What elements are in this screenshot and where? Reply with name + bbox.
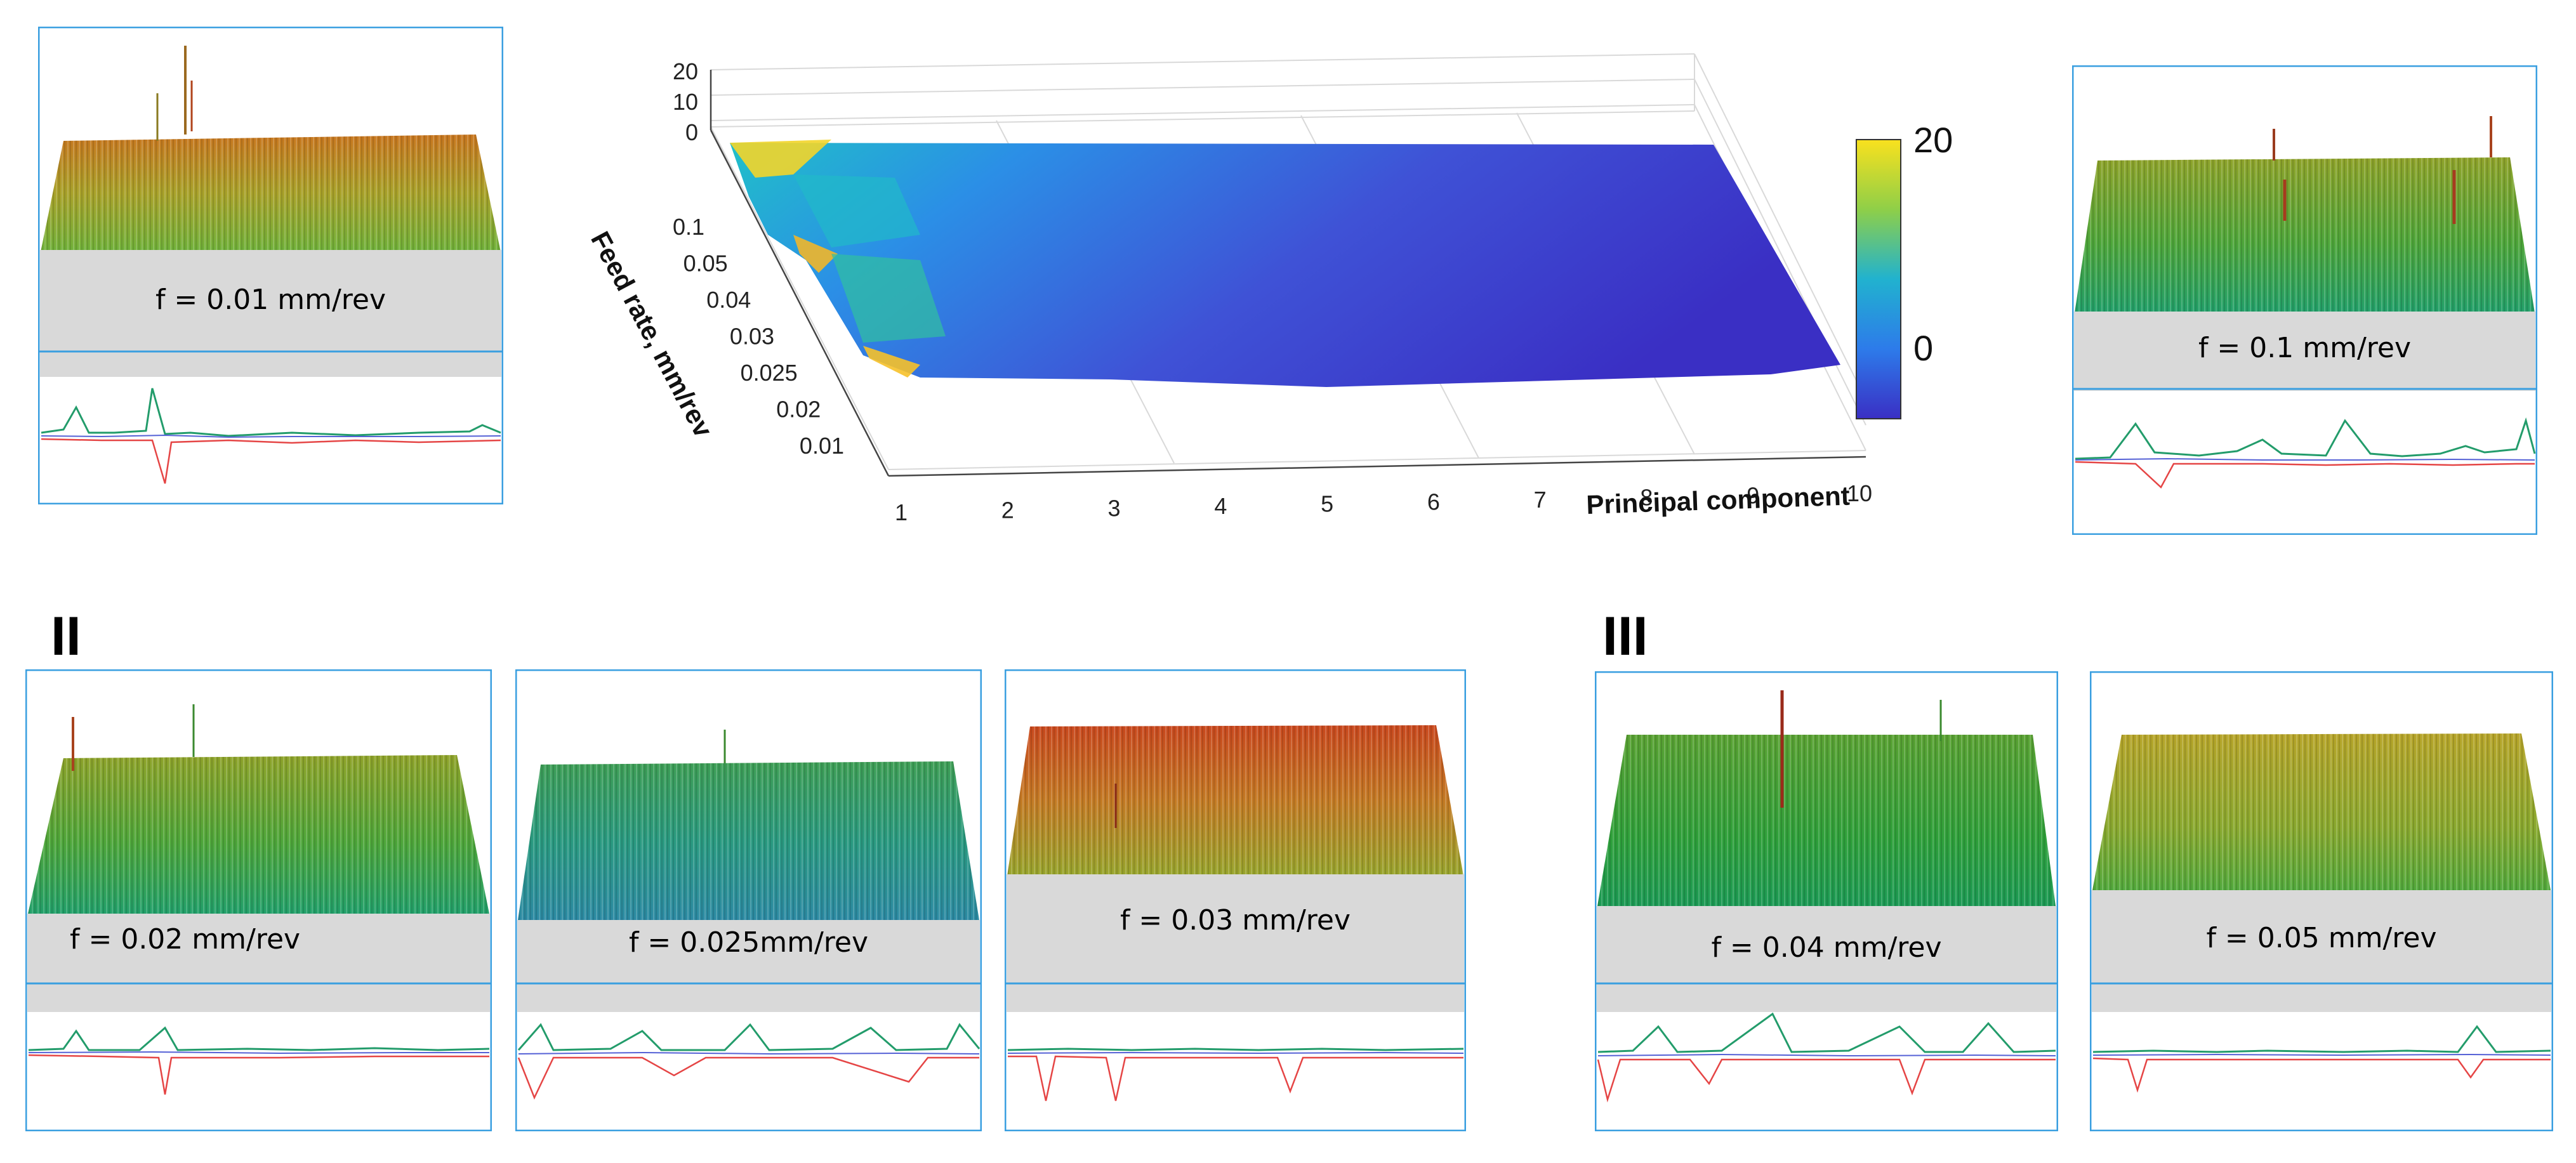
y-tick-0.04: 0.04 [706,287,751,313]
x-tick-2: 2 [1001,497,1014,523]
panel-feed-0-03: f = 0.03 mm/rev [1005,669,1466,1131]
surface-topography-0-02 [25,669,492,1131]
y-tick-0.01: 0.01 [800,433,844,459]
z-tick-0: 0 [685,119,698,145]
panel-feed-0-025: f = 0.025mm/rev [515,669,982,1131]
y-tick-0.03: 0.03 [730,324,774,350]
x-tick-7: 7 [1534,487,1547,513]
feed-rate-label: f = 0.01 mm/rev [155,284,386,316]
x-tick-6: 6 [1427,489,1440,515]
colorbar [1856,139,1901,419]
surface-topography-0-05 [2090,671,2553,1131]
surface [730,140,1840,387]
x-axis-label: Principal component [1586,481,1851,520]
feed-rate-label: f = 0.03 mm/rev [1120,904,1351,936]
group-label-iii: III [1602,606,1648,667]
group-label-ii: II [51,606,81,667]
surface-topography-0-03 [1005,669,1466,1131]
y-tick-0.1: 0.1 [673,214,704,240]
colorbar-tick-0: 0 [1913,328,1933,368]
y-tick-0.05: 0.05 [684,251,728,277]
surface-topography-0-04 [1595,671,2058,1131]
surface-plot: 1 2 3 4 5 6 7 8 9 10 0.1 0.05 0.04 0.03 0.025 0.02 0.01 2… [585,53,1953,525]
x-tick-10: 10 [1847,480,1872,506]
feed-rate-label: f = 0.04 mm/rev [1711,931,1942,964]
panel-feed-0-05: f = 0.05 mm/rev [2090,671,2553,1131]
panel-feed-0-04: f = 0.04 mm/rev [1595,671,2058,1131]
plot-ticks: 1 2 3 4 5 6 7 8 9 10 0.1 0.05 0.04 0.03 0.025 0.02 0.01 2… [673,58,1872,525]
feed-rate-label: f = 0.025mm/rev [628,926,869,959]
surface-topography-0-01 [38,27,503,504]
y-tick-0.025: 0.025 [741,360,798,386]
x-tick-3: 3 [1108,495,1121,521]
surface-topography-0-1 [2072,65,2537,535]
feed-rate-label: f = 0.05 mm/rev [2206,922,2437,954]
colorbar-tick-20: 20 [1913,120,1953,160]
y-tick-0.02: 0.02 [776,397,821,423]
panel-feed-0-1: f = 0.1 mm/rev [2072,65,2537,535]
x-tick-1: 1 [895,499,908,525]
panel-feed-0-02: f = 0.02 mm/rev [25,669,492,1131]
x-tick-8: 8 [1640,485,1653,511]
x-tick-4: 4 [1214,493,1227,519]
x-tick-5: 5 [1321,491,1333,517]
plot-axes [710,70,1866,477]
x-tick-9: 9 [1747,482,1759,508]
z-tick-20: 20 [673,58,698,84]
z-tick-10: 10 [673,89,698,115]
feed-rate-label: f = 0.02 mm/rev [70,923,301,956]
surface-topography-0-025 [515,669,982,1131]
feed-rate-label: f = 0.1 mm/rev [2198,332,2412,364]
panel-feed-0-01: f = 0.01 mm/rev [38,27,503,504]
